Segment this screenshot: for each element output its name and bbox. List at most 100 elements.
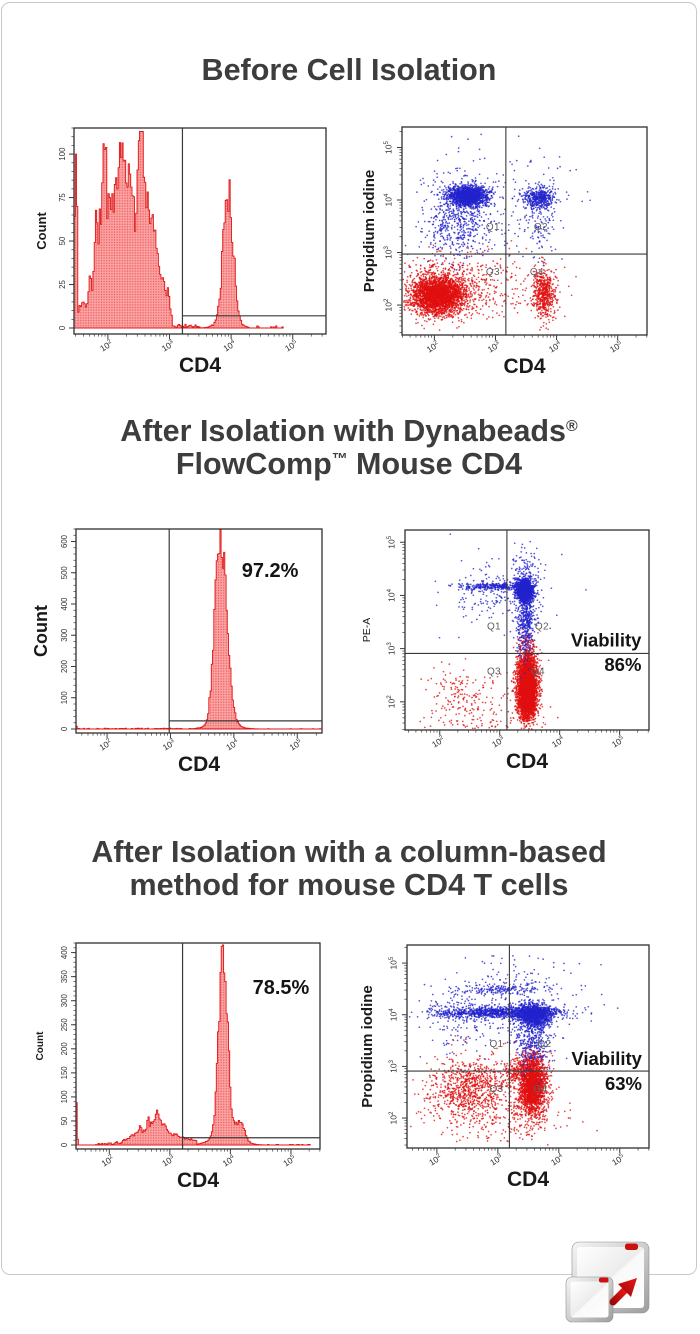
annotation-label: Viability: [571, 1048, 642, 1069]
histogram-column-based-cd4: 102 103 104 105 0 50 100 150 200 250 300 350 400 CD4 C…: [30, 921, 350, 1217]
tick-label: 102: [424, 339, 441, 355]
enlarge-arrow-icon: [609, 1278, 637, 1306]
annotation-label: Viability: [571, 630, 642, 651]
enlarge-image-icon[interactable]: [563, 1238, 655, 1326]
plot-frame: [73, 127, 327, 335]
quadrant-label: Q3: [489, 1084, 503, 1095]
tick-label: 102: [386, 695, 396, 708]
tick-label: 102: [388, 1111, 398, 1124]
tick-label: 102: [98, 338, 115, 354]
tick-label: 104: [549, 1152, 566, 1168]
registered-mark: ®: [566, 418, 578, 435]
x-axis-label: CD4: [178, 753, 220, 776]
svg-text:100: 100: [58, 147, 67, 161]
svg-text:75: 75: [58, 193, 67, 202]
tick-label: 104: [547, 339, 564, 355]
cluster-dead-blue: [511, 182, 570, 221]
section-title-line: After Isolation with a column-based: [2, 836, 696, 869]
tick-label: 104: [386, 588, 396, 601]
cluster-dead-blue: [416, 133, 591, 271]
quadrant-label: Q2: [534, 222, 548, 233]
quadrant-label: Q2: [535, 621, 549, 632]
y-axis-label: Count: [35, 1031, 46, 1061]
tick-label: 104: [550, 734, 567, 750]
cluster-dead-blue: [418, 971, 503, 1055]
histogram-area: [76, 529, 322, 730]
x-axis-label: CD4: [503, 355, 545, 378]
dotplot-column-based-cd4-vs-propidium-iodine: Q1 Q2 Q3 Q4 102 103 104 105 102 103 104 105 CD4 Propi…: [360, 921, 696, 1217]
tick-label: 104: [224, 737, 241, 753]
tick-label: 105: [383, 140, 393, 153]
tick-label: 103: [383, 246, 393, 259]
cluster-live-red: [514, 662, 544, 730]
section-title-column-based: After Isolation with a column-based metho…: [2, 836, 696, 902]
tick-label: 105: [388, 956, 398, 969]
tick-label: 102: [383, 298, 393, 311]
tick-label: 105: [386, 535, 396, 548]
cluster-dead-blue: [505, 540, 547, 600]
tick-label: 105: [287, 737, 304, 753]
cluster-dead-blue: [436, 179, 504, 213]
trademark-mark: ™: [332, 451, 348, 468]
tick-label: 104: [388, 1008, 398, 1021]
tick-label: 103: [488, 1152, 505, 1168]
svg-text:25: 25: [58, 280, 67, 289]
cluster-dead-blue: [437, 563, 540, 633]
quadrant-label: Q1: [486, 222, 500, 233]
section-title-dynabeads-flowcomp: After Isolation with Dynabeads® FlowComp™…: [2, 415, 696, 481]
quadrant-label: Q4: [533, 1084, 547, 1095]
dotplot-before-isolation-cd4-vs-propidium-iodine: Q1 Q2 Q3 Q4 102 103 104 105 102 103 104 105 CD4 Propi…: [360, 106, 696, 398]
tick-label: 102: [99, 1153, 116, 1169]
tick-label: 104: [220, 1153, 237, 1169]
quadrant-label: Q3: [486, 267, 500, 278]
y-axis-label: Propidium iodine: [360, 985, 376, 1108]
quadrant-label: Q3: [487, 666, 501, 677]
tick-label: 103: [386, 642, 396, 655]
front-window-icon: [565, 1276, 614, 1323]
section-title-line: FlowComp™ Mouse CD4: [2, 448, 696, 481]
cluster-dead-blue: [508, 998, 565, 1034]
y-axis-label: PE-A: [361, 618, 373, 643]
svg-text:50: 50: [58, 236, 67, 245]
tick-label: 102: [97, 737, 114, 753]
quadrant-label: Q2: [537, 1039, 551, 1050]
cluster-live-red: [409, 1084, 598, 1143]
histogram-area: [74, 131, 284, 329]
x-axis-label: CD4: [179, 354, 221, 377]
y-axis-label: Count: [31, 605, 51, 657]
annotation-label: 86%: [604, 654, 641, 675]
tick-label: 105: [608, 339, 625, 355]
cluster-live-red: [423, 709, 559, 730]
section-title-before-isolation: Before Cell Isolation: [2, 54, 696, 87]
tick-label: 102: [427, 1152, 444, 1168]
section-title-line: method for mouse CD4 T cells: [2, 869, 696, 902]
x-axis-label: CD4: [506, 750, 548, 773]
y-axis-label: Count: [34, 212, 49, 250]
tick-label: 105: [610, 734, 627, 750]
tick-label: 103: [160, 338, 177, 354]
tick-label: 104: [221, 338, 238, 354]
section-title-line: After Isolation with Dynabeads®: [2, 415, 696, 448]
plot-frame: [406, 944, 650, 1149]
cluster-dead-blue: [404, 167, 528, 269]
plot-frame: [75, 942, 321, 1150]
tick-label: 103: [160, 1153, 177, 1169]
tick-label: 103: [490, 734, 507, 750]
cluster-live-red: [419, 657, 552, 727]
histogram-before-isolation-cd4: 102 103 104 105 0 25 50 75 100 CD4 Count: [30, 106, 350, 398]
annotation-label: 63%: [605, 1073, 642, 1094]
x-axis-label: CD4: [507, 1168, 549, 1191]
dotplot-dynabeads-cd4-vs-pe-a: Q1 Q2 Q3 Q4 102 103 104 105 102 103 104 105 CD4 PE-A V…: [360, 506, 696, 798]
tick-label: 103: [486, 339, 503, 355]
svg-text:0: 0: [58, 325, 67, 330]
plot-frame: [404, 529, 650, 731]
quadrant-label: Q1: [489, 1039, 503, 1050]
annotation-label: 97.2%: [242, 560, 299, 582]
cluster-dead-blue: [431, 983, 553, 1001]
histogram-area: [76, 944, 311, 1146]
histogram-dynabeads-cd4: 102 103 104 105 0 100 200 300 400 500 600 CD4 Count 9…: [30, 506, 350, 798]
section-title-line: Before Cell Isolation: [2, 54, 696, 87]
tick-label: 105: [281, 1153, 298, 1169]
tick-label: 103: [161, 737, 178, 753]
tick-label: 103: [388, 1059, 398, 1072]
